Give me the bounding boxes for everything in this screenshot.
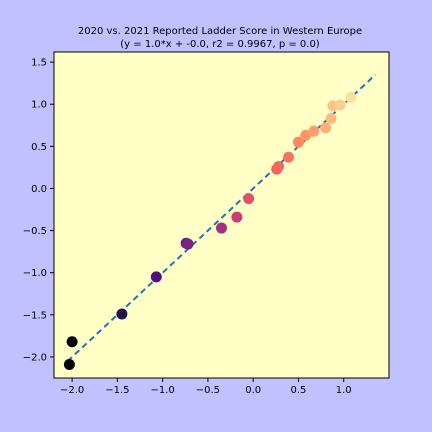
scatter-point: [292, 136, 304, 148]
scatter-point: [63, 359, 75, 371]
scatter-point: [283, 151, 294, 163]
x-tick-label: −1.5: [105, 385, 129, 396]
scatter-point: [231, 211, 243, 223]
scatter-point: [308, 125, 320, 137]
scatter-point: [243, 193, 255, 205]
x-tick-label: 0.0: [245, 385, 261, 396]
scatter-point: [216, 222, 227, 234]
scatter-point: [150, 271, 162, 283]
y-tick-label: 0.0: [31, 184, 47, 195]
scatter-point: [345, 91, 357, 103]
x-tick-label: −2.0: [60, 385, 84, 396]
y-tick-label: −0.5: [23, 226, 47, 237]
scatter-point: [116, 308, 128, 320]
scatter-point: [334, 99, 346, 111]
scatter-point: [273, 161, 285, 173]
x-tick-label: 0.5: [291, 385, 307, 396]
y-tick-label: −1.5: [23, 310, 47, 321]
y-tick-label: 0.5: [31, 142, 47, 153]
x-axis: −2.0 −1.5 −1.0 −0.5 0.0 0.5 1.0: [60, 378, 352, 396]
y-tick-label: 1.0: [31, 100, 47, 111]
chart-title: 2020 vs. 2021 Reported Ladder Score in W…: [78, 26, 362, 37]
scatter-point: [320, 122, 332, 134]
y-tick-label: −2.0: [23, 352, 47, 363]
x-tick-label: 1.0: [336, 385, 352, 396]
scatter-point: [66, 336, 78, 348]
x-tick-label: −1.0: [151, 385, 175, 396]
scatter-point: [325, 113, 337, 125]
x-tick-label: −0.5: [196, 385, 220, 396]
scatter-points: [63, 91, 357, 371]
y-tick-label: −1.0: [23, 268, 47, 279]
y-axis: −2.0 −1.5 −1.0 −0.5 0.0 0.5 1.0 1.5: [23, 58, 54, 363]
scatter-point: [300, 129, 312, 141]
chart-subtitle: (y = 1.0*x + -0.0, r2 = 0.9967, p = 0.0): [120, 39, 320, 50]
y-tick-label: 1.5: [31, 58, 47, 69]
scatter-point: [182, 238, 194, 250]
